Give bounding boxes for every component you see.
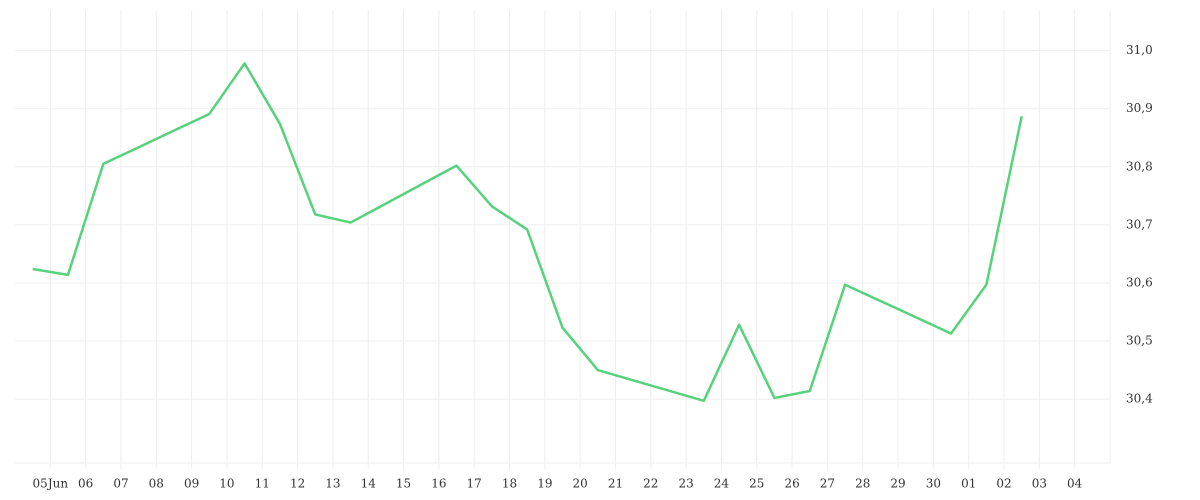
x-tick-label: 24 bbox=[714, 477, 730, 491]
y-tick-label: 30,6 bbox=[1126, 275, 1153, 289]
x-tick-label: 04 bbox=[1067, 477, 1083, 491]
y-tick-label: 30,7 bbox=[1126, 217, 1153, 231]
y-tick-label: 30,9 bbox=[1126, 101, 1153, 115]
x-tick-label: 21 bbox=[608, 477, 623, 491]
x-tick-label: 22 bbox=[643, 477, 658, 491]
x-tick-label: 16 bbox=[431, 477, 446, 491]
x-tick-label: 30 bbox=[926, 477, 941, 491]
x-tick-label: 03 bbox=[1032, 477, 1047, 491]
y-tick-label: 30,4 bbox=[1126, 392, 1153, 406]
y-tick-label: 30,5 bbox=[1126, 334, 1153, 348]
x-tick-label: 06 bbox=[78, 477, 93, 491]
x-tick-label: 28 bbox=[855, 477, 870, 491]
x-tick-label: 15 bbox=[396, 477, 411, 491]
x-tick-label: 12 bbox=[290, 477, 305, 491]
x-tick-label: 07 bbox=[113, 477, 128, 491]
line bbox=[32, 62, 1023, 403]
x-tick-label: 23 bbox=[678, 477, 693, 491]
x-tick-label: 05Jun bbox=[33, 477, 69, 491]
x-tick-label: 10 bbox=[219, 477, 234, 491]
x-tick-label: 13 bbox=[325, 477, 340, 491]
y-tick-label: 31,0 bbox=[1126, 43, 1153, 57]
x-tick-label: 11 bbox=[255, 477, 270, 491]
x-tick-label: 01 bbox=[961, 477, 976, 491]
x-tick-label: 20 bbox=[573, 477, 588, 491]
x-tick-label: 14 bbox=[361, 477, 377, 491]
x-tick-label: 18 bbox=[502, 477, 517, 491]
x-tick-label: 08 bbox=[149, 477, 164, 491]
x-tick-label: 17 bbox=[467, 477, 482, 491]
x-tick-label: 02 bbox=[996, 477, 1011, 491]
x-tick-label: 27 bbox=[820, 477, 835, 491]
x-tick-label: 29 bbox=[890, 477, 905, 491]
x-tick-label: 26 bbox=[784, 477, 799, 491]
y-tick-label: 30,8 bbox=[1126, 159, 1153, 173]
x-tick-label: 09 bbox=[184, 477, 199, 491]
x-tick-label: 19 bbox=[537, 477, 552, 491]
x-tick-label: 25 bbox=[749, 477, 764, 491]
